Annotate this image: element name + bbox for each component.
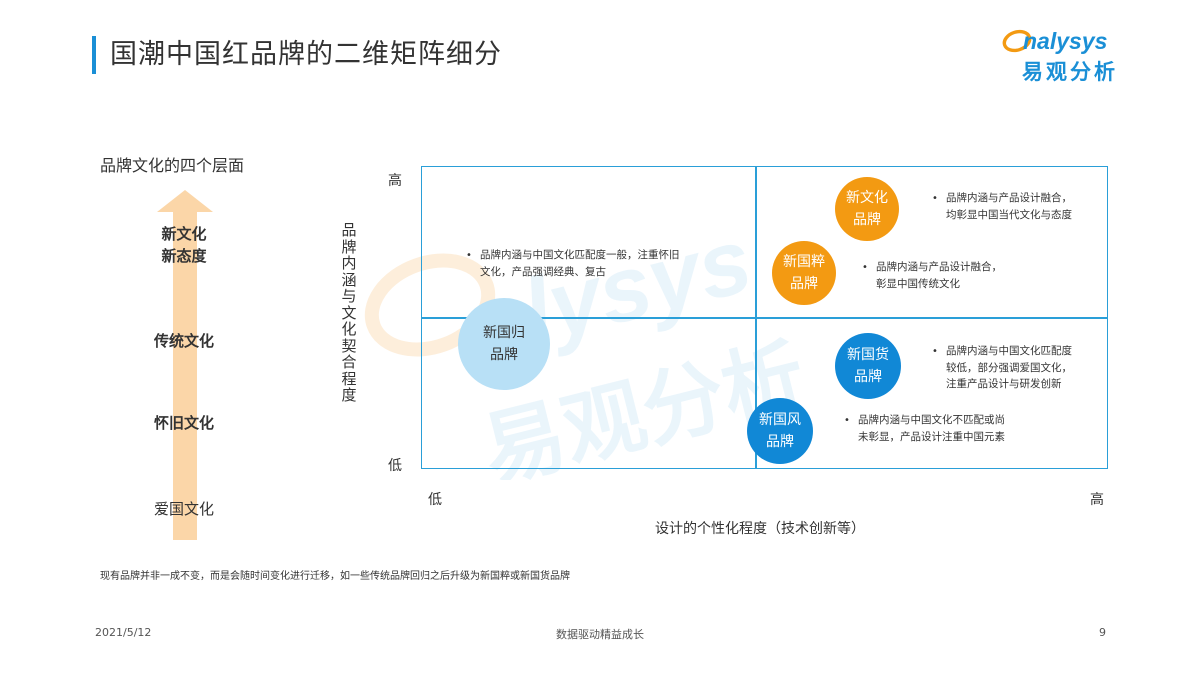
brand-circle-text: 新国货 [847, 347, 889, 363]
bullet-dot-icon: • [862, 262, 868, 273]
svg-text:nalysys: nalysys [1023, 28, 1107, 54]
x-axis-title: 设计的个性化程度（技术创新等） [655, 521, 865, 537]
y-axis-title: 品牌内涵与文化契合程度 [341, 221, 357, 404]
layers-heading: 品牌文化的四个层面 [100, 156, 245, 175]
brand-circle-new-cui: 新国粹 品牌 [772, 241, 836, 305]
footnote: 现有品牌并非一成不变，而是会随时间变化进行迁移，如一些传统品牌回归之后升级为新国… [100, 571, 570, 582]
x-axis-low-label: 低 [428, 492, 442, 508]
brand-circle-new-wind: 新国风 品牌 [747, 398, 813, 464]
page-number: 9 [1099, 626, 1106, 639]
bullet-new-return: • 品牌内涵与中国文化匹配度一般，注重怀旧 文化，产品强调经典、复古 [466, 247, 726, 280]
layer-new-culture: 新文化 新态度 [124, 223, 244, 267]
layer-label-new-attitude: 新态度 [161, 247, 207, 265]
analysys-logo-mark: nalysys [1002, 28, 1107, 54]
title-accent-bar [92, 36, 96, 74]
brand-circle-text: 品牌 [853, 212, 881, 228]
bullet-line: 品牌内涵与产品设计融合， [876, 261, 1002, 273]
bullet-dot-icon: • [844, 415, 850, 426]
y-axis-high-label: 高 [388, 173, 402, 189]
bullet-new-cui: • 品牌内涵与产品设计融合， 彰显中国传统文化 [862, 259, 1062, 292]
bullet-new-goods: • 品牌内涵与中国文化匹配度 较低，部分强调爱国文化， 注重产品设计与研发创新 [932, 343, 1107, 392]
layer-label-new-culture: 新文化 [161, 225, 207, 243]
brand-circle-new-return: 新国归 品牌 [458, 298, 550, 390]
brand-circle-text: 新文化 [846, 190, 888, 206]
logo-chinese-text: 易观分析 [1022, 60, 1118, 84]
brand-circle-text: 品牌 [490, 347, 518, 363]
layer-patriotic-culture: 爱国文化 [153, 500, 214, 518]
upward-arrow-icon [157, 190, 213, 540]
brand-circle-text: 新国粹 [783, 254, 825, 270]
bullet-line: 品牌内涵与产品设计融合， [946, 192, 1072, 204]
bullet-dot-icon: • [932, 193, 938, 204]
page-title: 国潮中国红品牌的二维矩阵细分 [110, 39, 502, 70]
brand-circle-text: 品牌 [790, 276, 818, 292]
bullet-line: 品牌内涵与中国文化匹配度 [946, 345, 1072, 357]
brand-circle-new-goods: 新国货 品牌 [835, 333, 901, 399]
footer-slogan: 数据驱动精益成长 [556, 628, 644, 641]
x-axis-high-label: 高 [1090, 492, 1104, 508]
bullet-line: 彰显中国传统文化 [876, 278, 960, 290]
layer-nostalgic-culture: 怀旧文化 [153, 414, 214, 432]
bullet-dot-icon: • [932, 346, 938, 357]
bullet-new-wind: • 品牌内涵与中国文化不匹配或尚 未彰显，产品设计注重中国元素 [844, 412, 1064, 445]
brand-circle-text: 品牌 [854, 369, 882, 385]
bullet-line: 品牌内涵与中国文化匹配度一般，注重怀旧 [480, 249, 680, 261]
footer-date: 2021/5/12 [95, 626, 152, 639]
bullet-line: 文化，产品强调经典、复古 [480, 266, 606, 278]
brand-circle-text: 新国归 [483, 325, 525, 341]
bullet-line: 较低，部分强调爱国文化， [946, 362, 1072, 374]
bullet-new-culture: • 品牌内涵与产品设计融合， 均彰显中国当代文化与态度 [932, 190, 1107, 223]
brand-logo: nalysys 易观分析 [1000, 22, 1124, 86]
brand-circle-text: 新国风 [759, 412, 801, 428]
brand-circle-text: 品牌 [766, 434, 794, 450]
bullet-line: 注重产品设计与研发创新 [946, 378, 1062, 390]
y-axis-low-label: 低 [388, 458, 402, 474]
bullet-line: 品牌内涵与中国文化不匹配或尚 [858, 414, 1005, 426]
bullet-line: 未彰显，产品设计注重中国元素 [858, 431, 1005, 443]
bullet-line: 均彰显中国当代文化与态度 [946, 209, 1072, 221]
brand-circle-new-culture: 新文化 品牌 [835, 177, 899, 241]
layer-traditional-culture: 传统文化 [153, 332, 214, 350]
bullet-dot-icon: • [466, 250, 472, 261]
matrix-horizontal-divider [421, 317, 1108, 319]
